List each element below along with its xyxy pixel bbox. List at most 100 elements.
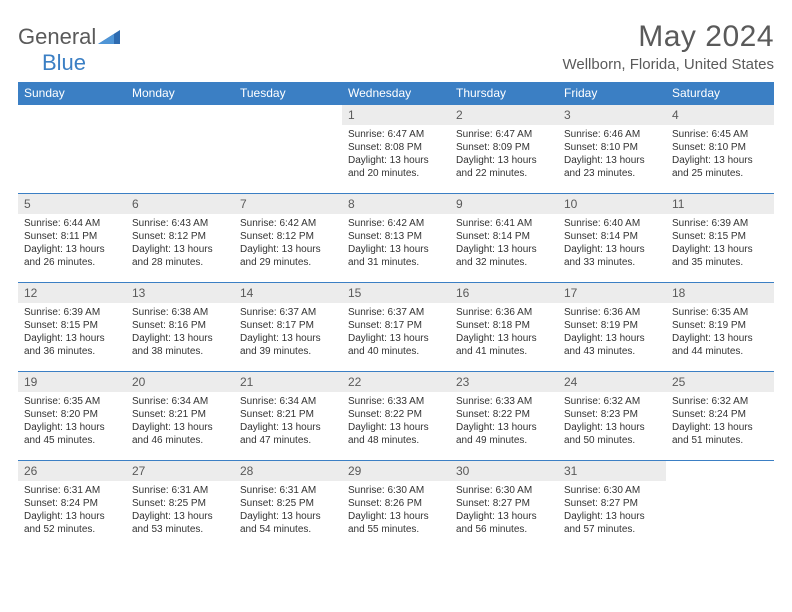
daylight-line: Daylight: 13 hours and 32 minutes. [456,243,552,269]
day-details: Sunrise: 6:46 AMSunset: 8:10 PMDaylight:… [558,125,666,184]
day-number: 13 [126,283,234,303]
location-text: Wellborn, Florida, United States [563,56,775,73]
sunset-line: Sunset: 8:19 PM [672,319,768,332]
sunrise-line: Sunrise: 6:46 AM [564,128,660,141]
weekday-header: Thursday [450,82,558,105]
daylight-line: Daylight: 13 hours and 47 minutes. [240,421,336,447]
sunrise-line: Sunrise: 6:30 AM [456,484,552,497]
day-number: 27 [126,461,234,481]
sunset-line: Sunset: 8:20 PM [24,408,120,421]
calendar-cell: 17 Sunrise: 6:36 AMSunset: 8:19 PMDayligh… [558,283,666,371]
daylight-line: Daylight: 13 hours and 54 minutes. [240,510,336,536]
sunrise-line: Sunrise: 6:47 AM [456,128,552,141]
day-number: 1 [342,105,450,125]
day-number: 8 [342,194,450,214]
sunset-line: Sunset: 8:10 PM [564,141,660,154]
sunrise-line: Sunrise: 6:44 AM [24,217,120,230]
day-number: 19 [18,372,126,392]
weekday-header: Monday [126,82,234,105]
sunset-line: Sunset: 8:22 PM [348,408,444,421]
day-number: 5 [18,194,126,214]
day-number: 17 [558,283,666,303]
day-details: Sunrise: 6:30 AMSunset: 8:27 PMDaylight:… [558,481,666,540]
sunset-line: Sunset: 8:23 PM [564,408,660,421]
calendar-cell [234,105,342,193]
weekday-header: Tuesday [234,82,342,105]
day-details: Sunrise: 6:30 AMSunset: 8:26 PMDaylight:… [342,481,450,540]
calendar-cell: 6Sunrise: 6:43 AMSunset: 8:12 PMDaylight… [126,194,234,282]
calendar-cell: 15Sunrise: 6:37 AMSunset: 8:17 PMDayligh… [342,283,450,371]
day-details: Sunrise: 6:42 AMSunset: 8:12 PMDaylight:… [234,214,342,273]
calendar-cell: 21 Sunrise: 6:34 AMSunset: 8:21 PMDayligh… [234,372,342,460]
day-number: 6 [126,194,234,214]
day-details: Sunrise: 6:39 AMSunset: 8:15 PMDaylight:… [18,303,126,362]
daylight-line: Daylight: 13 hours and 25 minutes. [672,154,768,180]
sunrise-line: Sunrise: 6:33 AM [456,395,552,408]
calendar-cell: 18Sunrise: 6:35 AMSunset: 8:19 PMDayligh… [666,283,774,371]
month-title: May 2024 [563,20,775,54]
day-number [666,461,774,481]
day-details: Sunrise: 6:38 AMSunset: 8:16 PMDaylight:… [126,303,234,362]
daylight-line: Daylight: 13 hours and 51 minutes. [672,421,768,447]
day-number [18,105,126,125]
day-details: Sunrise: 6:40 AMSunset: 8:14 PMDaylight:… [558,214,666,273]
day-number: 29 [342,461,450,481]
calendar-cell: 28Sunrise: 6:31 AMSunset: 8:25 PMDayligh… [234,461,342,549]
day-number: 22 [342,372,450,392]
sunset-line: Sunset: 8:08 PM [348,141,444,154]
day-details: Sunrise: 6:32 AMSunset: 8:23 PMDaylight:… [558,392,666,451]
sunset-line: Sunset: 8:19 PM [564,319,660,332]
sunset-line: Sunset: 8:10 PM [672,141,768,154]
day-number: 15 [342,283,450,303]
day-number: 7 [234,194,342,214]
day-number: 21 [234,372,342,392]
daylight-line: Daylight: 13 hours and 56 minutes. [456,510,552,536]
daylight-line: Daylight: 13 hours and 20 minutes. [348,154,444,180]
day-number: 10 [558,194,666,214]
day-details: Sunrise: 6:31 AMSunset: 8:24 PMDaylight:… [18,481,126,540]
day-details: Sunrise: 6:43 AMSunset: 8:12 PMDaylight:… [126,214,234,273]
day-details: Sunrise: 6:37 AMSunset: 8:17 PMDaylight:… [342,303,450,362]
title-block: May 2024 Wellborn, Florida, United State… [563,20,775,73]
sunrise-line: Sunrise: 6:31 AM [24,484,120,497]
calendar: SundayMondayTuesdayWednesdayThursdayFrid… [18,82,774,549]
sunset-line: Sunset: 8:24 PM [672,408,768,421]
calendar-cell: 2Sunrise: 6:47 AMSunset: 8:09 PMDaylight… [450,105,558,193]
day-number: 16 [450,283,558,303]
sunset-line: Sunset: 8:24 PM [24,497,120,510]
calendar-cell: 23Sunrise: 6:33 AMSunset: 8:22 PMDayligh… [450,372,558,460]
sunrise-line: Sunrise: 6:35 AM [24,395,120,408]
calendar-cell: 11Sunrise: 6:39 AMSunset: 8:15 PMDayligh… [666,194,774,282]
sunrise-line: Sunrise: 6:30 AM [564,484,660,497]
day-number: 18 [666,283,774,303]
sunset-line: Sunset: 8:11 PM [24,230,120,243]
sunset-line: Sunset: 8:26 PM [348,497,444,510]
calendar-cell: 3Sunrise: 6:46 AMSunset: 8:10 PMDaylight… [558,105,666,193]
day-details: Sunrise: 6:47 AMSunset: 8:09 PMDaylight:… [450,125,558,184]
calendar-cell: 5Sunrise: 6:44 AMSunset: 8:11 PMDaylight… [18,194,126,282]
day-number: 26 [18,461,126,481]
day-number: 4 [666,105,774,125]
daylight-line: Daylight: 13 hours and 38 minutes. [132,332,228,358]
sunrise-line: Sunrise: 6:36 AM [456,306,552,319]
day-details: Sunrise: 6:33 AMSunset: 8:22 PMDaylight:… [450,392,558,451]
day-details: Sunrise: 6:41 AMSunset: 8:14 PMDaylight:… [450,214,558,273]
day-number: 30 [450,461,558,481]
sunrise-line: Sunrise: 6:36 AM [564,306,660,319]
calendar-cell: 25Sunrise: 6:32 AMSunset: 8:24 PMDayligh… [666,372,774,460]
calendar-cell: 31Sunrise: 6:30 AMSunset: 8:27 PMDayligh… [558,461,666,549]
sunset-line: Sunset: 8:09 PM [456,141,552,154]
daylight-line: Daylight: 13 hours and 43 minutes. [564,332,660,358]
daylight-line: Daylight: 13 hours and 45 minutes. [24,421,120,447]
daylight-line: Daylight: 13 hours and 41 minutes. [456,332,552,358]
sunrise-line: Sunrise: 6:31 AM [240,484,336,497]
sunrise-line: Sunrise: 6:37 AM [348,306,444,319]
sunrise-line: Sunrise: 6:34 AM [240,395,336,408]
day-number: 25 [666,372,774,392]
sunset-line: Sunset: 8:18 PM [456,319,552,332]
sunset-line: Sunset: 8:21 PM [240,408,336,421]
sunset-line: Sunset: 8:14 PM [456,230,552,243]
day-details: Sunrise: 6:45 AMSunset: 8:10 PMDaylight:… [666,125,774,184]
daylight-line: Daylight: 13 hours and 22 minutes. [456,154,552,180]
sunset-line: Sunset: 8:15 PM [24,319,120,332]
